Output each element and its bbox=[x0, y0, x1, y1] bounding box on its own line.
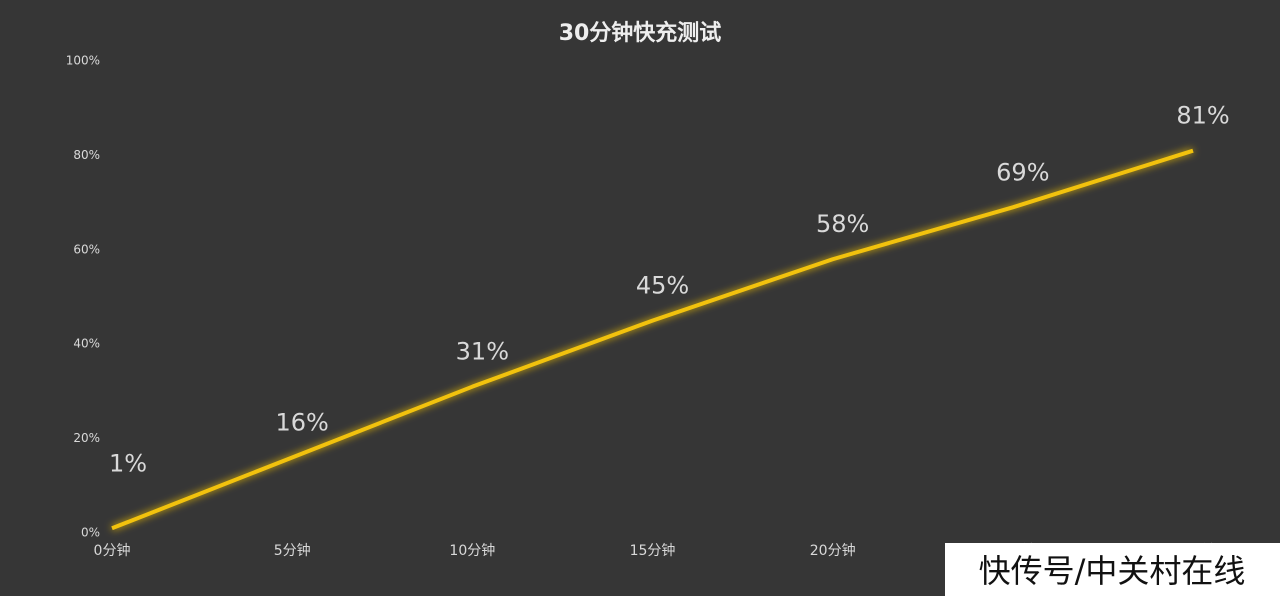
data-label: 16% bbox=[275, 408, 328, 436]
y-tick-label: 60% bbox=[73, 242, 100, 256]
data-label: 81% bbox=[1176, 102, 1229, 130]
watermark-box bbox=[945, 543, 1280, 596]
line bbox=[111, 148, 1194, 531]
y-tick-label: 80% bbox=[73, 148, 100, 162]
data-label: 69% bbox=[996, 158, 1049, 186]
y-tick-label: 100% bbox=[66, 54, 100, 68]
x-tick-label: 0分钟 bbox=[94, 542, 131, 559]
x-tick-label: 10分钟 bbox=[449, 542, 495, 559]
x-tick-label: 20分钟 bbox=[810, 542, 856, 559]
y-tick-label: 20% bbox=[73, 431, 100, 445]
x-tick-label: 5分钟 bbox=[274, 542, 311, 559]
watermark: 快传号/中关村在线 bbox=[979, 552, 1246, 590]
data-label: 1% bbox=[109, 449, 147, 477]
chart-title: 30分钟快充测试 bbox=[559, 20, 722, 46]
y-tick-label: 40% bbox=[73, 337, 100, 351]
data-label: 58% bbox=[816, 210, 869, 238]
y-tick-label: 0% bbox=[81, 526, 100, 540]
x-tick-label: 15分钟 bbox=[630, 542, 676, 559]
data-label: 45% bbox=[636, 272, 689, 300]
data-label: 31% bbox=[456, 338, 509, 366]
